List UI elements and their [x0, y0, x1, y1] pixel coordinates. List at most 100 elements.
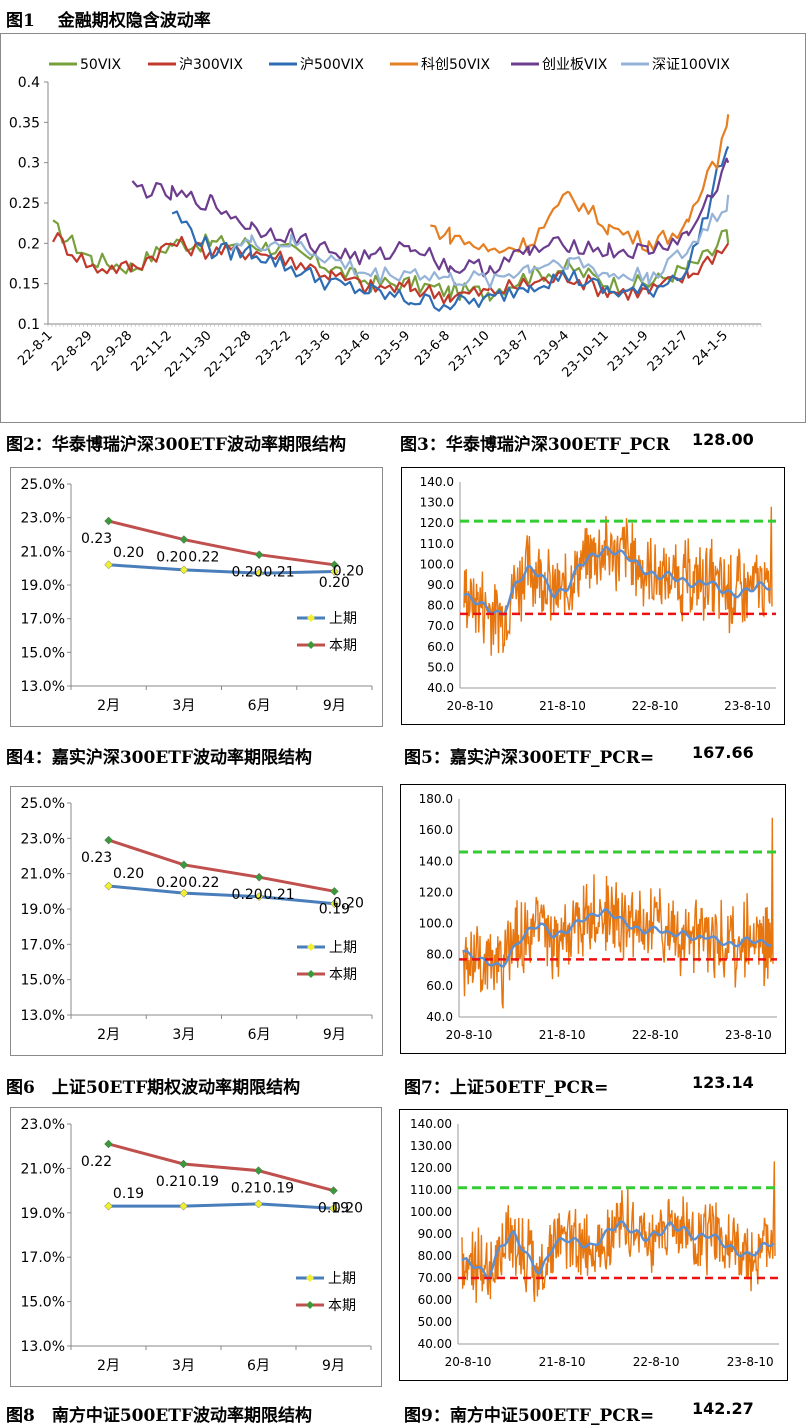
x-tick-label: 23-4-6 — [333, 328, 374, 369]
x-tick-label: 23-2-2 — [253, 328, 294, 369]
fig9-title: 图9：南方中证500ETF_PCR= — [404, 1406, 655, 1426]
x-tick-label: 20-8-10 — [446, 1028, 493, 1042]
y-tick-label: 0.2 — [18, 236, 40, 252]
fig3-title: 图3：华泰博瑞沪深300ETF_PCR — [400, 435, 670, 455]
data-label: 0.23 — [81, 531, 112, 547]
x-tick-label: 9月 — [323, 698, 346, 714]
y-tick-label: 160.0 — [419, 823, 453, 837]
series-line — [52, 219, 730, 302]
fig6-title: 图6 上证50ETF期权波动率期限结构 — [6, 1078, 301, 1098]
data-point — [254, 550, 264, 560]
legend-marker — [306, 1274, 314, 1282]
series-line — [430, 114, 730, 254]
legend-marker — [307, 970, 315, 978]
data-label: 0.22 — [81, 1154, 112, 1170]
legend-marker — [307, 943, 315, 951]
y-tick-label: 0.25 — [9, 196, 40, 212]
y-tick-label: 15.0% — [21, 1295, 65, 1311]
fig5-chart: 40.0 60.0 80.0 100.0 120.0 140.0 160.0 180.0 20-… — [419, 792, 777, 1042]
y-tick-label: 70.0 — [427, 619, 454, 633]
data-point — [179, 860, 189, 870]
x-tick-label: 21-8-10 — [539, 699, 586, 713]
x-tick-label: 22-8-10 — [632, 1028, 679, 1042]
y-tick-label: 0.15 — [9, 277, 40, 293]
y-tick-label: 0.4 — [18, 75, 40, 91]
data-point — [254, 892, 264, 901]
data-label: 0.19 — [319, 901, 350, 917]
y-tick-label: 0.3 — [18, 156, 40, 172]
x-tick-label: 2月 — [97, 1358, 120, 1374]
fig1-chart-frame: 0.1 0.15 0.2 0.25 0.3 0.35 0.4 22-8-1 22-8-29 22-… — [0, 33, 806, 423]
y-tick-label: 120.00 — [410, 1161, 452, 1175]
y-tick-label: 17.0% — [21, 612, 65, 628]
y-tick-label: 140.00 — [410, 1117, 452, 1131]
data-point — [254, 568, 264, 578]
series-line — [108, 838, 335, 893]
legend-label: 本期 — [328, 1298, 356, 1314]
data-label: 0.20 — [156, 875, 187, 891]
data-point — [104, 516, 113, 526]
y-tick-label: 120.0 — [420, 516, 454, 530]
pcr-raw-line — [461, 1161, 776, 1303]
data-label: 0.19 — [263, 1181, 294, 1197]
x-tick-label: 6月 — [247, 1358, 270, 1374]
y-tick-label: 23.0% — [21, 831, 65, 847]
y-tick-label: 21.0% — [21, 544, 65, 560]
x-tick-label: 23-5-9 — [373, 328, 414, 369]
x-tick-label: 3月 — [172, 698, 195, 714]
pcr-ma-line — [461, 1220, 775, 1281]
x-tick-label: 21-8-10 — [539, 1355, 586, 1369]
series-line — [131, 157, 730, 278]
y-tick-label: 130.0 — [420, 496, 454, 510]
y-tick-label: 19.0% — [21, 902, 65, 918]
fig6-chart-frame: 13.0% 15.0% 17.0% 19.0% 21.0% 23.0% 2月 3月 6月 9月 0.… — [10, 1107, 382, 1387]
x-tick-label: 22-9-28 — [89, 328, 135, 374]
y-tick-label: 0.35 — [9, 115, 40, 131]
y-tick-label: 40.0 — [426, 1010, 453, 1024]
y-tick-label: 60.00 — [418, 1293, 452, 1307]
fig7-chart-frame: 40.00 50.00 60.00 70.00 80.00 90.00 100.00 110.… — [399, 1109, 788, 1381]
y-tick-label: 110.00 — [410, 1183, 452, 1197]
data-point — [254, 1199, 263, 1209]
y-tick-label: 19.0% — [21, 1206, 65, 1222]
x-tick-label: 23-7-10 — [446, 328, 492, 374]
legend-label: 上期 — [329, 611, 357, 627]
y-tick-label: 23.0% — [21, 511, 65, 527]
data-label: 0.19 — [188, 1174, 219, 1190]
fig1-title: 图1 金融期权隐含波动率 — [6, 11, 211, 31]
fig9-value: 142.27 — [692, 1399, 754, 1418]
data-label: 0.20 — [113, 866, 144, 882]
series-line — [108, 1202, 334, 1210]
data-label: 0.20 — [232, 565, 263, 581]
x-tick-label: 23-8-10 — [724, 699, 771, 713]
data-point — [179, 1159, 188, 1169]
y-tick-label: 70.00 — [418, 1271, 452, 1285]
series-line — [108, 1142, 334, 1193]
y-tick-label: 19.0% — [21, 578, 65, 594]
y-tick-label: 80.0 — [426, 948, 453, 962]
fig3-chart: 40.0 50.0 60.0 70.0 80.0 90.0 100.0 110.0 120.0 1… — [420, 475, 776, 713]
legend-label: 50VIX — [80, 57, 122, 73]
y-tick-label: 90.0 — [427, 578, 454, 592]
legend-label: 沪300VIX — [179, 57, 243, 73]
data-point — [329, 1186, 338, 1195]
pcr-raw-line — [463, 506, 773, 656]
fig2-chart-frame: 13.0% 15.0% 17.0% 19.0% 21.0% 23.0% 25.0% 2月 3月 6… — [10, 467, 383, 727]
fig5-chart-frame: 40.0 60.0 80.0 100.0 120.0 140.0 160.0 180.0 20-… — [400, 784, 786, 1054]
x-tick-label: 6月 — [248, 698, 271, 714]
fig2-chart: 13.0% 15.0% 17.0% 19.0% 21.0% 23.0% 25.0% 2月 3月 6… — [21, 477, 373, 714]
legend-label: 科创50VIX — [421, 57, 491, 73]
data-point — [329, 1204, 338, 1213]
pcr-ma-line — [463, 546, 771, 616]
y-tick-label: 140.0 — [419, 854, 453, 868]
fig5-value: 167.66 — [692, 743, 754, 762]
pcr-ma-line — [462, 907, 772, 968]
data-label: 0.21 — [264, 887, 295, 903]
fig6-chart: 13.0% 15.0% 17.0% 19.0% 21.0% 23.0% 2月 3月 6月 9月 0.… — [21, 1117, 372, 1374]
fig4-title: 图4：嘉实沪深300ETF波动率期限结构 — [6, 748, 312, 768]
y-tick-label: 140.0 — [420, 475, 454, 489]
data-label: 0.21 — [156, 1174, 187, 1190]
data-point — [179, 888, 189, 898]
data-label: 0.20 — [319, 575, 350, 591]
y-tick-label: 21.0% — [21, 867, 65, 883]
